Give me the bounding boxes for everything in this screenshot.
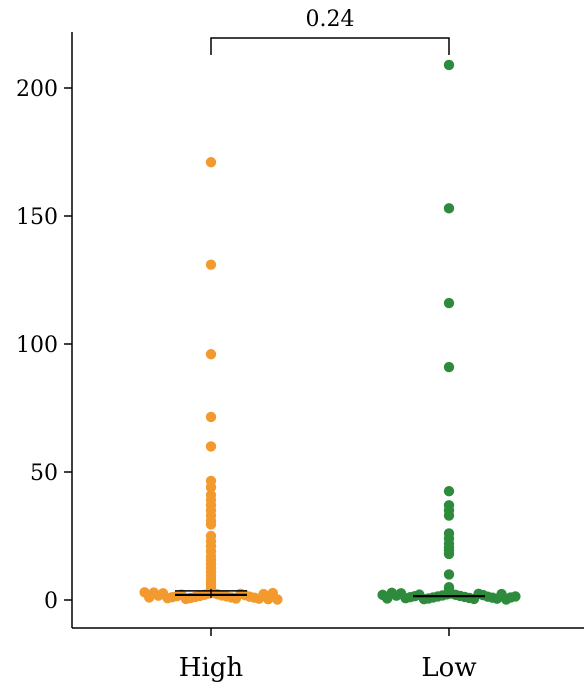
data-point-low — [377, 589, 388, 601]
data-point-high — [205, 259, 217, 270]
data-point-high — [205, 349, 217, 360]
data-point-high — [272, 594, 283, 605]
data-point-low — [443, 510, 455, 521]
data-point-high — [139, 587, 150, 598]
y-tick-label: 200 — [16, 77, 58, 102]
x-tick-label-low: Low — [421, 653, 476, 683]
data-point-low — [443, 569, 455, 580]
data-point-high — [205, 441, 217, 452]
data-point-low — [443, 297, 455, 309]
y-tick-label: 0 — [44, 589, 58, 614]
median-lines — [175, 588, 485, 598]
data-points — [139, 59, 521, 605]
data-point-low — [443, 585, 455, 596]
data-point-high — [205, 411, 217, 423]
data-point-high — [205, 482, 217, 493]
y-tick-label: 50 — [30, 461, 58, 486]
data-point-low — [443, 361, 455, 373]
x-axis: High Low — [72, 627, 584, 683]
y-axis: 0 50 100 150 200 — [16, 32, 73, 628]
y-tick-label: 150 — [16, 205, 58, 230]
data-point-low — [443, 486, 455, 497]
significance-bracket — [210, 37, 450, 55]
data-point-low — [443, 548, 455, 560]
data-point-high — [205, 157, 217, 168]
y-tick-label: 100 — [16, 333, 58, 358]
x-tick-label-high: High — [179, 653, 244, 683]
data-point-low — [510, 591, 521, 602]
data-point-high — [205, 519, 217, 530]
significance-annotation: 0.24 — [210, 7, 450, 55]
data-point-low — [443, 203, 455, 214]
p-value-label: 0.24 — [306, 7, 355, 32]
data-point-low — [443, 59, 455, 71]
